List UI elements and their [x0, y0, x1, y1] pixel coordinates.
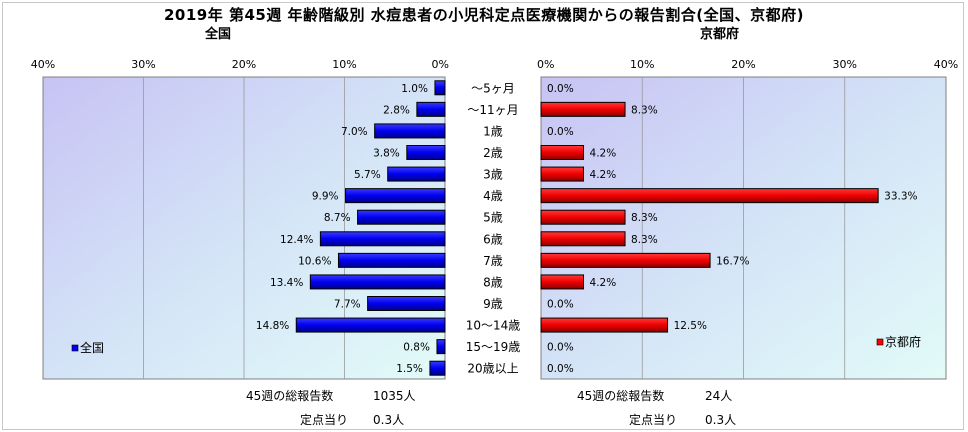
national-bar [367, 296, 446, 311]
national-value-label: 0.8% [403, 342, 430, 354]
kyoto-bar [540, 209, 626, 225]
national-value-label: 1.5% [396, 363, 423, 375]
national-tick-label: 20% [232, 58, 256, 71]
national-tick-label: 40% [31, 58, 55, 71]
kyoto-panel-title: 京都府 [700, 27, 740, 42]
kyoto-total-value: 24人 [705, 389, 733, 403]
kyoto-tick-label: 0% [537, 58, 554, 71]
national-legend-marker [71, 344, 79, 352]
kyoto-legend-label: 京都府 [885, 334, 921, 349]
national-per-site-label: 定点当り [300, 413, 349, 427]
category-label: 10〜14歳 [466, 319, 521, 333]
category-label: 4歳 [483, 189, 503, 203]
national-total-label: 45週の総報告数 [246, 389, 334, 403]
category-label: 20歳以上 [467, 362, 518, 376]
kyoto-value-label: 0.0% [547, 363, 574, 375]
kyoto-value-label: 16.7% [716, 255, 749, 267]
national-value-label: 12.4% [280, 234, 313, 246]
national-bar [337, 252, 446, 268]
national-bar [387, 166, 446, 182]
kyoto-value-label: 12.5% [674, 320, 707, 332]
kyoto-value-label: 0.0% [547, 342, 574, 354]
kyoto-bar [540, 274, 585, 290]
kyoto-bar [540, 317, 669, 333]
national-value-label: 7.0% [341, 126, 368, 138]
national-value-label: 8.7% [324, 212, 351, 224]
category-label: 〜5ヶ月 [471, 81, 515, 95]
kyoto-value-label: 8.3% [631, 212, 658, 224]
national-bar [357, 209, 446, 225]
category-label: 6歳 [483, 232, 503, 246]
kyoto-per-site-value: 0.3人 [705, 413, 737, 427]
national-value-label: 2.8% [383, 104, 410, 116]
kyoto-total-label: 45週の総報告数 [577, 389, 665, 403]
category-label: 1歳 [483, 124, 503, 138]
category-label: 2歳 [483, 146, 503, 160]
kyoto-bar [540, 231, 626, 247]
national-bar [345, 188, 446, 204]
national-tick-label: 30% [131, 58, 155, 71]
kyoto-value-label: 8.3% [631, 234, 658, 246]
national-panel-title: 全国 [205, 27, 232, 42]
national-tick-label: 0% [432, 58, 449, 71]
kyoto-bar [540, 166, 585, 182]
kyoto-value-label: 4.2% [590, 148, 617, 160]
national-bar [309, 274, 446, 290]
kyoto-value-label: 0.0% [547, 299, 574, 311]
national-value-label: 5.7% [354, 169, 381, 181]
kyoto-bar [540, 188, 879, 204]
kyoto-value-label: 8.3% [631, 104, 658, 116]
national-tick-label: 10% [332, 58, 356, 71]
national-bar [436, 339, 446, 355]
national-bar [374, 123, 446, 139]
national-total-value: 1035人 [373, 389, 416, 403]
national-value-label: 7.7% [334, 299, 361, 311]
category-label: 9歳 [483, 297, 503, 311]
kyoto-value-label: 0.0% [547, 126, 574, 138]
national-value-label: 14.8% [256, 320, 289, 332]
kyoto-tick-label: 30% [833, 58, 857, 71]
national-value-label: 10.6% [298, 255, 331, 267]
kyoto-legend-marker [876, 338, 884, 346]
national-bar [406, 145, 446, 160]
national-bar [416, 101, 446, 117]
national-bar [434, 80, 446, 96]
kyoto-value-label: 4.2% [590, 169, 617, 181]
national-per-site-value: 0.3人 [373, 413, 405, 427]
kyoto-value-label: 33.3% [884, 191, 917, 203]
category-label: 〜11ヶ月 [467, 103, 518, 117]
category-label: 3歳 [483, 168, 503, 182]
national-bar [429, 360, 446, 376]
chart-title: 2019年 第45週 年齢階級別 水痘患者の小児科定点医療機関からの報告割合(全… [163, 6, 804, 24]
kyoto-value-label: 4.2% [590, 277, 617, 289]
category-label: 5歳 [483, 211, 503, 225]
category-label: 7歳 [483, 254, 503, 268]
kyoto-bar [540, 101, 626, 117]
kyoto-bar [540, 145, 585, 160]
national-value-label: 1.0% [401, 83, 428, 95]
kyoto-per-site-label: 定点当り [629, 413, 678, 427]
national-bar [319, 231, 446, 247]
category-label: 8歳 [483, 275, 503, 289]
kyoto-tick-label: 40% [934, 58, 958, 71]
kyoto-tick-label: 20% [731, 58, 755, 71]
national-value-label: 9.9% [312, 191, 339, 203]
kyoto-bar [540, 252, 711, 268]
national-value-label: 13.4% [270, 277, 303, 289]
category-label: 15〜19歳 [466, 340, 521, 354]
kyoto-tick-label: 10% [630, 58, 654, 71]
kyoto-value-label: 0.0% [547, 83, 574, 95]
national-legend-label: 全国 [80, 340, 104, 355]
national-value-label: 3.8% [373, 148, 400, 160]
national-bar [295, 317, 446, 333]
